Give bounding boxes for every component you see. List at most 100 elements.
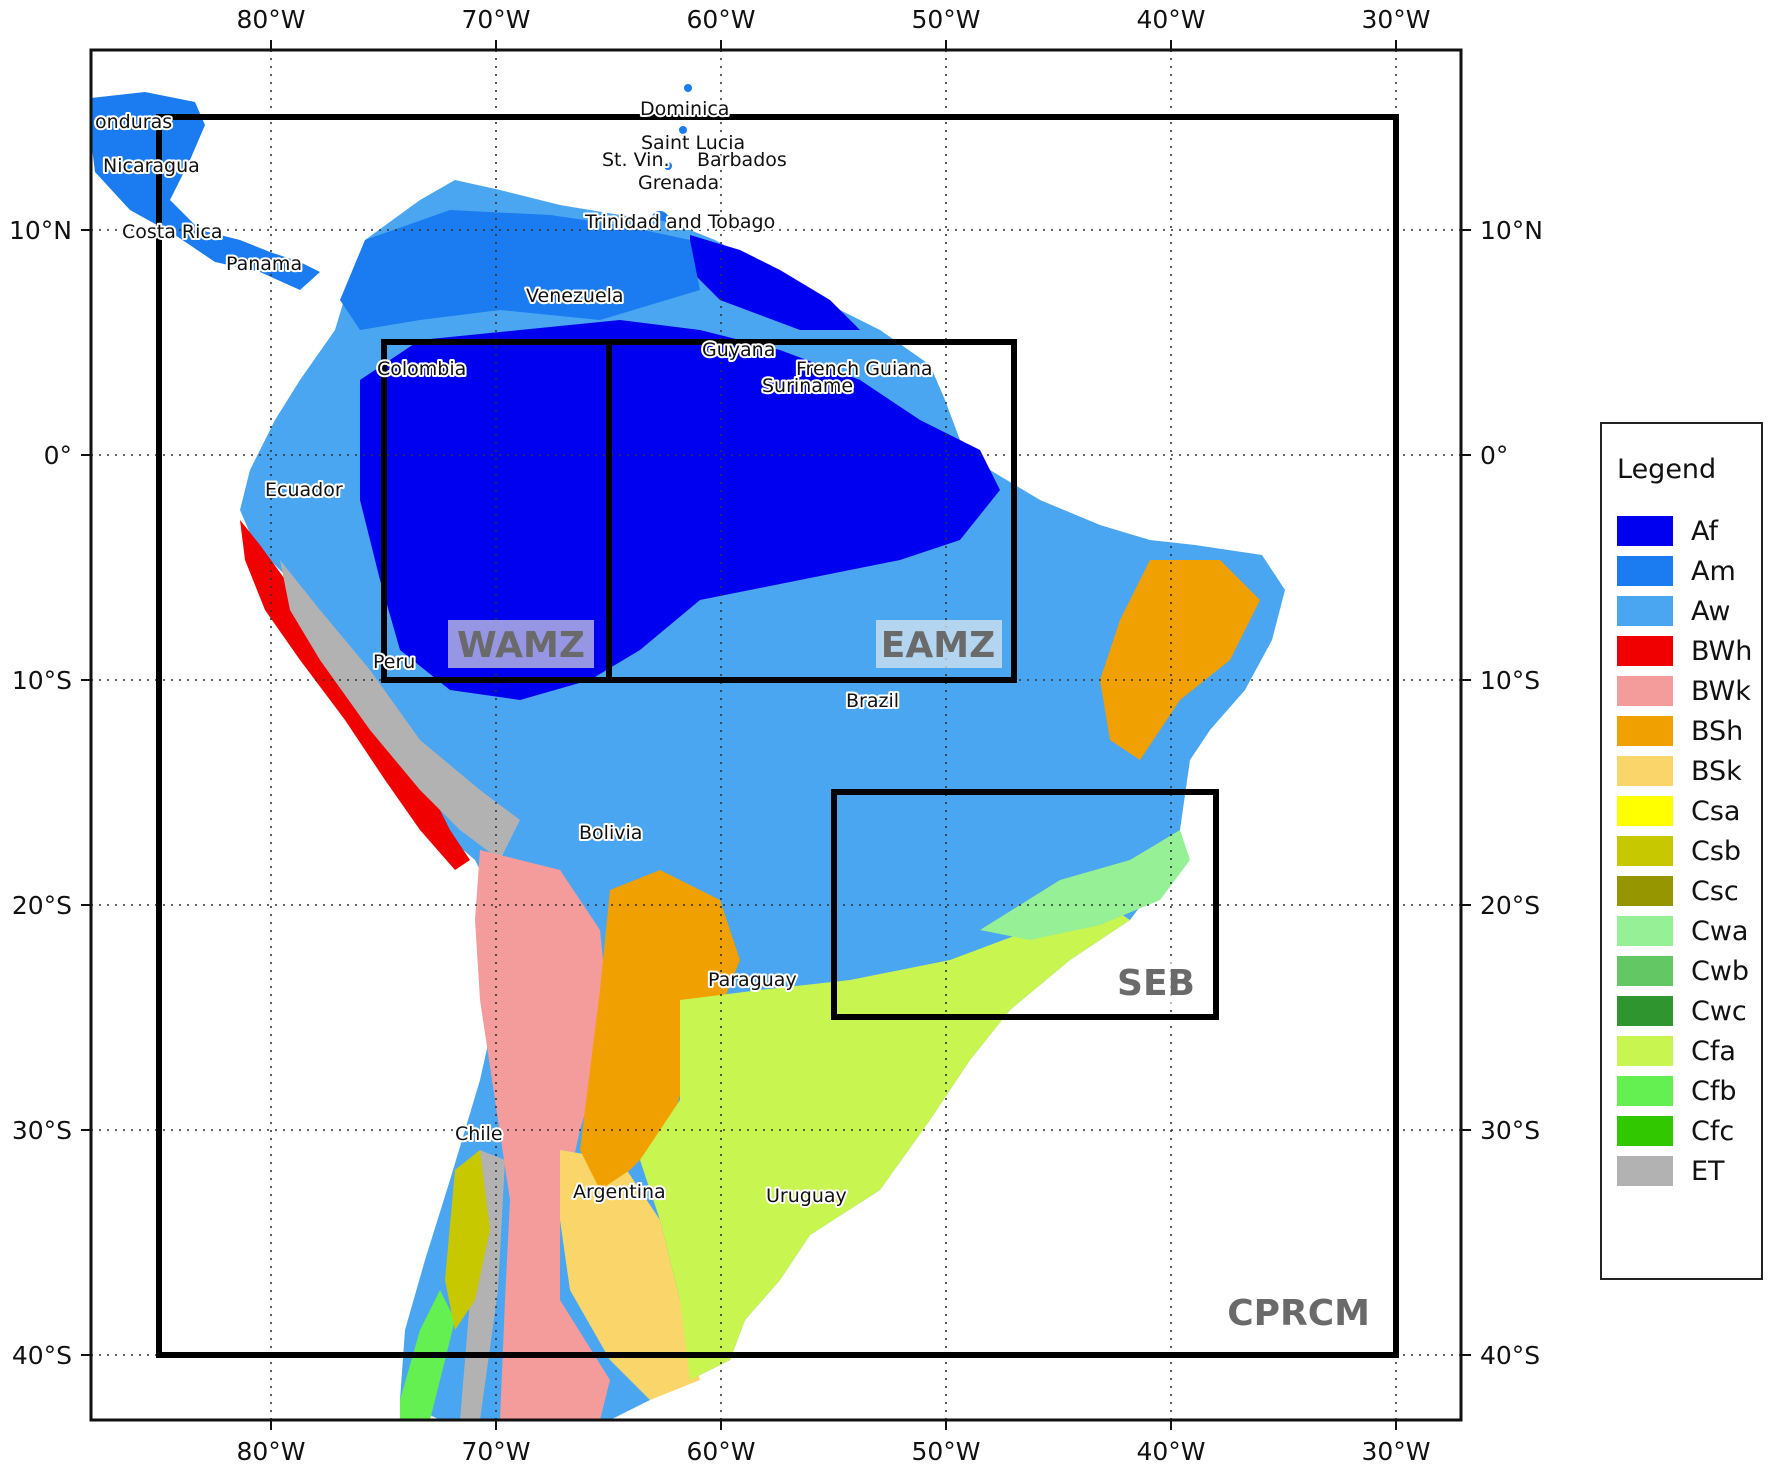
country-label-dominica: Dominica <box>640 98 729 120</box>
wamz-label: WAMZ <box>457 625 585 666</box>
legend-swatch <box>1617 636 1673 666</box>
seb-label: SEB <box>1117 963 1195 1004</box>
guiana-af-region <box>690 235 860 330</box>
lon-tick-label: 30°W <box>1361 1437 1430 1466</box>
legend-label: BWk <box>1691 675 1751 707</box>
lon-tick-label: 80°W <box>236 5 305 34</box>
legend-item: Csc <box>1617 874 1739 908</box>
country-label-honduras: onduras <box>95 111 172 133</box>
legend-swatch <box>1617 956 1673 986</box>
andes-et-region <box>280 560 520 860</box>
legend-swatch <box>1617 596 1673 626</box>
lon-tick-label: 40°W <box>1136 5 1205 34</box>
legend-label: Cfc <box>1691 1115 1735 1147</box>
lat-tick-label: 10°S <box>12 666 72 695</box>
wamz-label-bg <box>448 620 594 668</box>
lat-tick-label: 0° <box>1480 441 1508 470</box>
legend-swatch <box>1617 516 1673 546</box>
legend-label: BSk <box>1691 755 1742 787</box>
legend-item: Csa <box>1617 794 1740 828</box>
lon-tick-label: 50°W <box>911 5 980 34</box>
legend-label: Csb <box>1691 835 1742 867</box>
legend-swatch <box>1617 716 1673 746</box>
legend-swatch <box>1617 556 1673 586</box>
legend-label: BWh <box>1691 635 1753 667</box>
bwk-region <box>475 850 610 1420</box>
legend-item: Aw <box>1617 594 1730 628</box>
bsk-region <box>560 1150 700 1400</box>
legend-swatch <box>1617 1036 1673 1066</box>
tick-marks <box>81 40 1471 1430</box>
legend-label: Cfa <box>1691 1035 1736 1067</box>
country-label-chile: Chile <box>455 1123 503 1145</box>
legend-item: Cfc <box>1617 1114 1734 1148</box>
lat-tick-label: 30°S <box>1480 1116 1540 1145</box>
lat-tick-label: 30°S <box>12 1116 72 1145</box>
legend-item: Cfb <box>1617 1074 1737 1108</box>
country-label-guyana: Guyana <box>702 339 775 361</box>
country-label-costa-rica: Costa Rica <box>122 221 223 243</box>
country-label-saint-lucia: Saint Lucia <box>641 132 745 154</box>
legend-item: Cfa <box>1617 1034 1736 1068</box>
central-america-land <box>91 92 320 290</box>
lon-tick-label: 50°W <box>911 1437 980 1466</box>
legend-swatch <box>1617 836 1673 866</box>
country-label-bolivia: Bolivia <box>579 822 642 844</box>
lon-tick-label: 80°W <box>236 1437 305 1466</box>
legend-item: Cwa <box>1617 914 1748 948</box>
lon-tick-label: 70°W <box>461 1437 530 1466</box>
lat-tick-label: 0° <box>44 441 72 470</box>
country-label-grenada: Grenada <box>638 172 719 194</box>
map-frame <box>89 48 1463 1422</box>
legend-label: Csc <box>1691 875 1739 907</box>
lon-labels-top: 80°W 70°W 60°W 50°W 40°W 30°W <box>236 5 1430 34</box>
legend-label: Csa <box>1691 795 1741 827</box>
lat-tick-label: 10°N <box>9 216 72 245</box>
lat-tick-label: 20°S <box>1480 891 1540 920</box>
lat-tick-label: 10°N <box>1480 216 1543 245</box>
legend-item: ET <box>1617 1154 1725 1188</box>
legend-item: BWk <box>1617 674 1751 708</box>
land-layer <box>91 84 1285 1420</box>
legend-item: Af <box>1617 514 1718 548</box>
eamz-box <box>606 339 1017 683</box>
cprcm-label: CPRCM <box>1227 1293 1370 1334</box>
country-label-argentina: Argentina <box>573 1181 666 1203</box>
country-label-st-vin: St. Vin. <box>602 149 670 171</box>
country-label-peru: Peru <box>373 651 415 673</box>
legend-swatch <box>1617 756 1673 786</box>
chile-csb <box>445 1150 490 1330</box>
lon-tick-label: 40°W <box>1136 1437 1205 1466</box>
country-label-colombia: Colombia <box>377 358 466 380</box>
southeast-brazil-cwa <box>980 830 1190 940</box>
legend-label: Am <box>1691 555 1736 587</box>
northeast-brazil-bsh <box>1100 560 1260 760</box>
country-label-nicaragua: Nicaragua <box>103 155 200 177</box>
legend-label: Cwb <box>1691 955 1750 987</box>
legend-item: BSk <box>1617 754 1742 788</box>
legend-swatch <box>1617 1116 1673 1146</box>
legend-swatch <box>1617 796 1673 826</box>
legend-item: Csb <box>1617 834 1741 868</box>
gran-chaco-bsh <box>580 870 740 1190</box>
eamz-label-bg <box>876 620 1002 668</box>
legend-item: BWh <box>1617 634 1752 668</box>
legend-swatch <box>1617 676 1673 706</box>
lat-labels-left: 10°N 0° 10°S 20°S 30°S 40°S <box>9 216 72 1370</box>
lat-tick-label: 10°S <box>1480 666 1540 695</box>
cprcm-domain-box <box>156 114 1399 1358</box>
lon-tick-label: 70°W <box>461 5 530 34</box>
country-label-french-guiana: French Guiana <box>796 358 933 380</box>
amazon-af-region <box>360 320 1000 700</box>
legend-label: BSh <box>1691 715 1744 747</box>
legend: Legend Af Am Aw BWh BWk BSh BSk Csa Csb Csc Cwa Cwb… <box>1600 422 1763 1280</box>
legend-item: Cwc <box>1617 994 1747 1028</box>
legend-label: Cwa <box>1691 915 1749 947</box>
country-label-uruguay: Uruguay <box>766 1185 847 1207</box>
eamz-label: EAMZ <box>881 625 995 666</box>
legend-swatch <box>1617 916 1673 946</box>
country-label-paraguay: Paraguay <box>708 969 797 991</box>
legend-swatch <box>1617 1156 1673 1186</box>
lon-labels-bottom: 80°W 70°W 60°W 50°W 40°W 30°W <box>236 1437 1430 1466</box>
